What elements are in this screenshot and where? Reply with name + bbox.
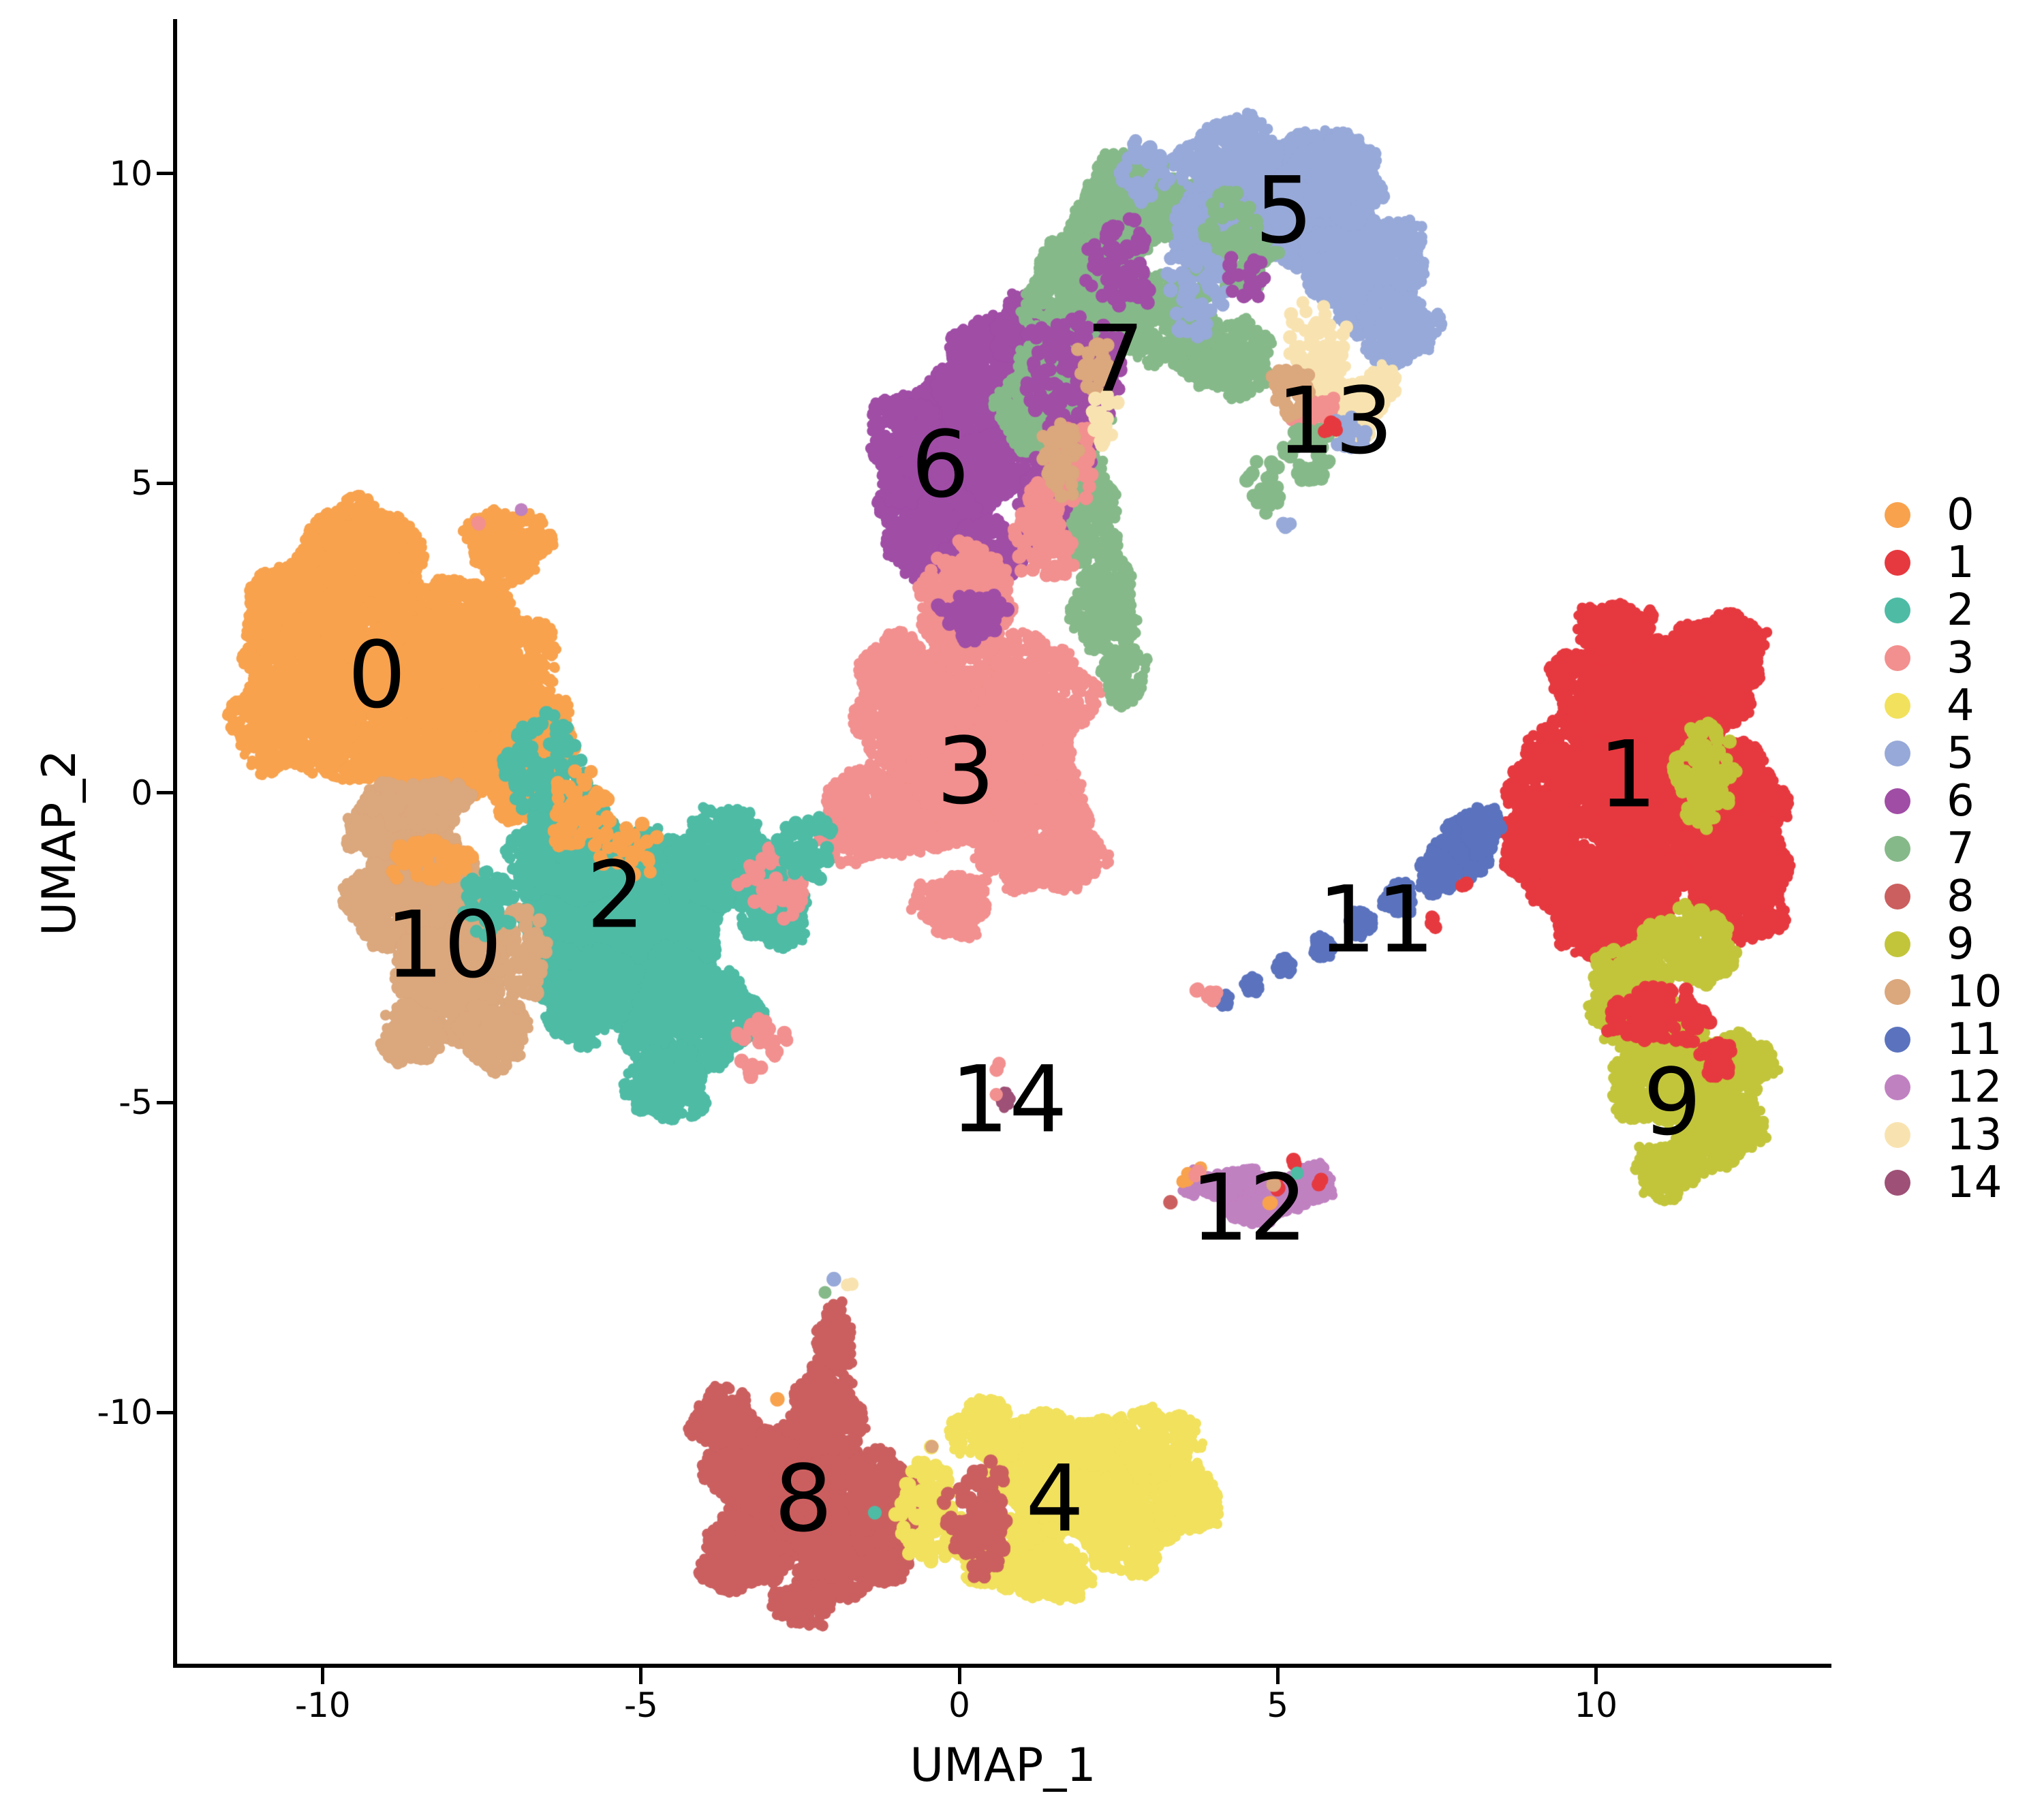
legend-label: 3 bbox=[1947, 633, 1975, 683]
legend-label: 13 bbox=[1947, 1110, 2002, 1160]
y-axis-title: UMAP_2 bbox=[33, 749, 87, 936]
legend-item-10: 10 bbox=[1885, 970, 2002, 1014]
legend-label: 14 bbox=[1947, 1158, 2002, 1208]
x-tick-label: -10 bbox=[294, 1686, 351, 1725]
legend-item-9: 9 bbox=[1885, 922, 1975, 966]
legend-swatch-icon bbox=[1885, 836, 1910, 862]
legend-label: 10 bbox=[1947, 967, 2002, 1017]
legend-item-7: 7 bbox=[1885, 827, 1975, 871]
legend-item-1: 1 bbox=[1885, 541, 1975, 585]
y-tick-label: -5 bbox=[119, 1083, 153, 1123]
cluster-label-11: 11 bbox=[1318, 866, 1435, 974]
x-tick-label: 0 bbox=[948, 1686, 970, 1725]
legend-label: 9 bbox=[1947, 919, 1975, 969]
cluster-label-12: 12 bbox=[1190, 1154, 1308, 1262]
cluster-label-3: 3 bbox=[936, 717, 995, 825]
x-tick-mark bbox=[639, 1668, 643, 1684]
legend-swatch-icon bbox=[1885, 645, 1910, 671]
legend-swatch-icon bbox=[1885, 884, 1910, 910]
legend-swatch-icon bbox=[1885, 788, 1910, 814]
y-tick-mark bbox=[157, 791, 173, 795]
y-tick-label: 5 bbox=[131, 463, 153, 503]
legend-swatch-icon bbox=[1885, 1027, 1910, 1053]
legend-item-4: 4 bbox=[1885, 684, 1975, 728]
legend-label: 1 bbox=[1947, 538, 1975, 588]
legend-label: 0 bbox=[1947, 490, 1975, 540]
legend-item-11: 11 bbox=[1885, 1018, 2002, 1061]
legend-swatch-icon bbox=[1885, 1074, 1910, 1100]
y-tick-label: 10 bbox=[109, 153, 153, 193]
legend-item-13: 13 bbox=[1885, 1113, 2002, 1157]
cluster-label-6: 6 bbox=[911, 411, 970, 518]
legend-label: 6 bbox=[1947, 776, 1975, 826]
legend-swatch-icon bbox=[1885, 1122, 1910, 1148]
y-tick-label: -10 bbox=[97, 1393, 153, 1433]
legend-item-12: 12 bbox=[1885, 1066, 2002, 1109]
cluster-label-4: 4 bbox=[1025, 1445, 1085, 1553]
legend-swatch-icon bbox=[1885, 741, 1910, 766]
x-tick-mark bbox=[957, 1668, 961, 1684]
y-tick-mark bbox=[157, 172, 173, 176]
y-tick-mark bbox=[157, 1100, 173, 1104]
x-axis-line bbox=[173, 1664, 1831, 1668]
legend-label: 7 bbox=[1947, 824, 1975, 874]
y-tick-label: 0 bbox=[131, 773, 153, 813]
legend-label: 12 bbox=[1947, 1062, 2002, 1113]
legend-swatch-icon bbox=[1885, 979, 1910, 1005]
legend-item-2: 2 bbox=[1885, 589, 1975, 632]
cluster-label-14: 14 bbox=[950, 1046, 1068, 1153]
legend-swatch-icon bbox=[1885, 550, 1910, 576]
legend-item-6: 6 bbox=[1885, 779, 1975, 823]
cluster-label-1: 1 bbox=[1598, 721, 1657, 828]
cluster-label-2: 2 bbox=[586, 841, 645, 949]
legend-swatch-icon bbox=[1885, 502, 1910, 528]
x-tick-label: 5 bbox=[1267, 1686, 1289, 1725]
x-tick-mark bbox=[321, 1668, 325, 1684]
y-axis-line bbox=[173, 19, 177, 1668]
cluster-label-5: 5 bbox=[1254, 157, 1314, 264]
legend-label: 4 bbox=[1947, 681, 1975, 731]
legend-label: 11 bbox=[1947, 1014, 2002, 1065]
legend-swatch-icon bbox=[1885, 693, 1910, 719]
legend-label: 8 bbox=[1947, 871, 1975, 922]
cluster-label-9: 9 bbox=[1643, 1049, 1702, 1156]
legend-label: 5 bbox=[1947, 728, 1975, 779]
cluster-label-8: 8 bbox=[774, 1445, 833, 1553]
legend-item-0: 0 bbox=[1885, 493, 1975, 537]
legend-item-5: 5 bbox=[1885, 732, 1975, 775]
legend-swatch-icon bbox=[1885, 931, 1910, 957]
y-tick-mark bbox=[157, 481, 173, 485]
cluster-label-10: 10 bbox=[385, 891, 503, 999]
y-tick-mark bbox=[157, 1410, 173, 1414]
x-tick-mark bbox=[1594, 1668, 1598, 1684]
x-tick-label: -5 bbox=[623, 1686, 658, 1725]
legend-swatch-icon bbox=[1885, 1170, 1910, 1196]
x-tick-label: 10 bbox=[1574, 1686, 1618, 1725]
cluster-label-7: 7 bbox=[1085, 305, 1145, 413]
legend-label: 2 bbox=[1947, 585, 1975, 636]
cluster-label-13: 13 bbox=[1276, 367, 1394, 475]
legend-item-3: 3 bbox=[1885, 636, 1975, 680]
legend-item-8: 8 bbox=[1885, 875, 1975, 918]
x-axis-title: UMAP_1 bbox=[910, 1739, 1096, 1792]
x-tick-mark bbox=[1275, 1668, 1280, 1684]
cluster-label-0: 0 bbox=[347, 621, 407, 729]
legend-item-14: 14 bbox=[1885, 1161, 2002, 1205]
legend-swatch-icon bbox=[1885, 597, 1910, 623]
